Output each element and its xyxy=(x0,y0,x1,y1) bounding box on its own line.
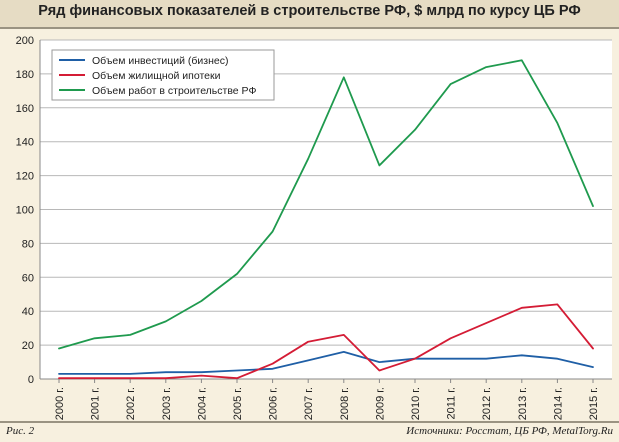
x-tick-label: 2010 г. xyxy=(410,387,422,420)
x-tick-label: 2002 г. xyxy=(125,387,137,420)
x-tick-label: 2003 г. xyxy=(161,387,173,420)
y-tick-label: 0 xyxy=(28,374,34,386)
x-tick-label: 2013 г. xyxy=(517,387,529,420)
y-tick-label: 60 xyxy=(22,272,34,284)
x-tick-label: 2006 г. xyxy=(268,387,280,420)
x-tick-label: 2012 г. xyxy=(481,387,493,420)
chart-title: Ряд финансовых показателей в строительст… xyxy=(38,3,581,19)
x-tick-label: 2000 г. xyxy=(54,387,66,420)
x-tick-label: 2001 г. xyxy=(90,387,102,420)
legend: Объем инвестиций (бизнес) Объем жилищной … xyxy=(51,49,275,101)
series-line-construction xyxy=(58,59,594,350)
x-tick-label: 2011 г. xyxy=(446,387,458,419)
x-tick-label: 2004 г. xyxy=(196,387,208,420)
x-tick-label: 2007 г. xyxy=(303,387,315,420)
y-tick-label: 160 xyxy=(16,103,34,115)
y-tick-label: 20 xyxy=(22,340,34,352)
figure-label: Рис. 2 xyxy=(6,425,35,437)
series-line-investments xyxy=(58,350,594,375)
y-tick-label: 200 xyxy=(16,35,34,47)
series xyxy=(58,59,594,380)
footer-divider xyxy=(0,421,619,423)
axes: 0 20 40 60 80 100 120 140 160 180 200 2000 г. 2001 г… xyxy=(16,35,612,420)
legend-box xyxy=(51,49,275,101)
y-tick-label: 140 xyxy=(16,137,34,149)
x-tick-label: 2008 г. xyxy=(339,387,351,420)
legend-label-construction: Объем работ в строительстве РФ xyxy=(92,85,256,97)
x-tick-label: 2015 г. xyxy=(588,387,600,420)
y-tick-label: 100 xyxy=(16,205,34,217)
title-bar xyxy=(0,0,619,27)
title-divider xyxy=(0,27,619,29)
y-tick-label: 120 xyxy=(16,171,34,183)
legend-label-mortgage: Объем жилищной ипотеки xyxy=(92,70,221,82)
x-tick-label: 2014 г. xyxy=(552,387,564,420)
y-tick-label: 80 xyxy=(22,238,34,250)
y-tick-label: 180 xyxy=(16,69,34,81)
x-tick-label: 2009 г. xyxy=(374,387,386,420)
legend-label-investments: Объем инвестиций (бизнес) xyxy=(92,55,229,67)
source-credit: Источники: Росстат, ЦБ РФ, MetalTorg.Ru xyxy=(406,425,613,437)
series-line-mortgage xyxy=(58,303,594,380)
y-tick-label: 40 xyxy=(22,306,34,318)
x-tick-label: 2005 г. xyxy=(232,387,244,420)
